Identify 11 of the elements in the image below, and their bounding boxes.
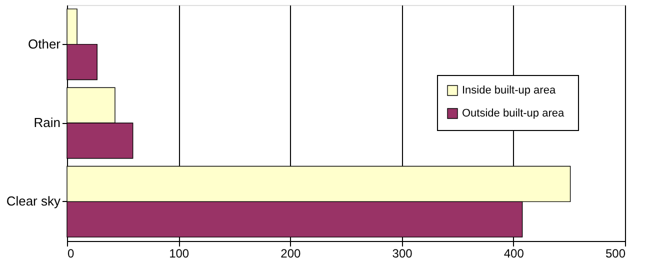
x-tick-label: 0 bbox=[68, 246, 74, 260]
legend-label: Outside built-up area bbox=[462, 108, 565, 120]
y-tick-label: Other bbox=[28, 36, 62, 52]
x-tick-label: 100 bbox=[169, 246, 190, 260]
x-tick-label: 200 bbox=[280, 246, 302, 260]
x-tick-label: 400 bbox=[504, 246, 524, 260]
x-tick-label: 300 bbox=[392, 246, 413, 260]
y-tick-label: Rain bbox=[34, 115, 60, 130]
legend-label: Inside built-up area bbox=[462, 84, 556, 96]
y-tick-label: Clear sky bbox=[6, 194, 61, 209]
x-tick-label: 500 bbox=[605, 246, 626, 260]
